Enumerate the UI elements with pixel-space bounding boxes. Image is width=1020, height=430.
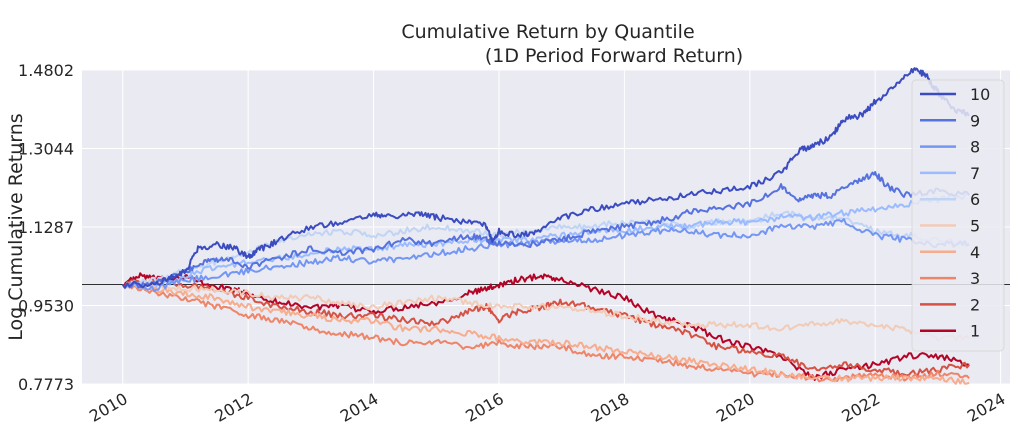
legend-label-7: 7 [970, 164, 980, 183]
legend-label-1: 1 [970, 322, 980, 341]
x-tick-label: 2010 [86, 389, 131, 426]
x-tick-label: 2020 [713, 389, 758, 426]
legend-label-10: 10 [970, 85, 990, 104]
x-tick-label: 2022 [838, 389, 883, 426]
y-tick-label: 1.1287 [18, 218, 74, 237]
x-tick-labels: 2010 2012 2014 2016 2018 2020 2022 2024 [86, 389, 1009, 426]
legend-label-4: 4 [970, 243, 980, 262]
series-line-5 [121, 280, 970, 343]
y-tick-label: 0.9530 [18, 297, 74, 316]
series-line-7 [121, 192, 970, 289]
legend-label-2: 2 [970, 295, 980, 314]
y-tick-label: 1.3044 [18, 140, 74, 159]
chart-title-line2: (1D Period Forward Return) [485, 45, 743, 67]
legend-label-6: 6 [970, 190, 980, 209]
series-line-2 [122, 276, 970, 377]
series-lines [121, 67, 971, 385]
series-line-3 [121, 282, 970, 383]
legend: 10 9 8 7 6 5 4 3 2 1 [911, 79, 1005, 352]
chart-title-line1: Cumulative Return by Quantile [401, 21, 694, 43]
series-line-9 [121, 171, 971, 289]
y-tick-label: 0.7773 [18, 375, 74, 394]
legend-label-9: 9 [970, 111, 980, 130]
legend-label-5: 5 [970, 217, 980, 236]
x-tick-label: 2018 [588, 389, 633, 426]
series-line-10 [121, 67, 970, 289]
y-axis-label: Log Cumulative Returns [5, 113, 27, 340]
x-tick-label: 2024 [964, 389, 1009, 426]
x-tick-label: 2012 [211, 389, 256, 426]
y-tick-label: 1.4802 [18, 61, 74, 80]
y-tick-labels: 0.7773 0.9530 1.1287 1.3044 1.4802 [18, 61, 74, 394]
legend-label-3: 3 [970, 269, 980, 288]
x-tick-label: 2014 [337, 389, 382, 426]
series-line-4 [121, 281, 970, 385]
x-tick-label: 2016 [462, 389, 507, 426]
legend-label-8: 8 [970, 138, 980, 157]
